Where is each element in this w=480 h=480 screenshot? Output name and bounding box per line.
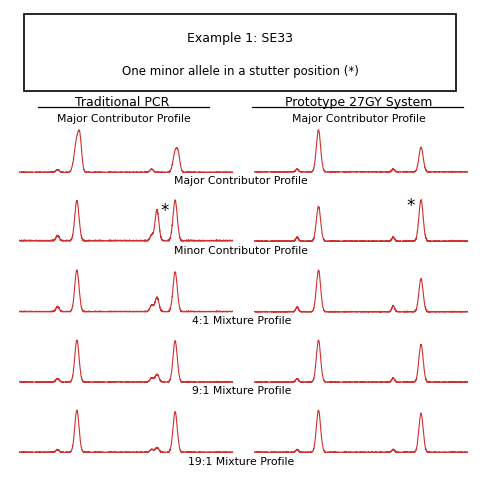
- Text: 19:1 Mixture Profile: 19:1 Mixture Profile: [188, 456, 294, 467]
- Text: Minor Contributor Profile: Minor Contributor Profile: [174, 246, 308, 256]
- Text: Example 1: SE33: Example 1: SE33: [187, 33, 293, 46]
- Text: Prototype 27GY System: Prototype 27GY System: [285, 96, 433, 109]
- Text: Major Contributor Profile: Major Contributor Profile: [57, 114, 191, 124]
- Text: Major Contributor Profile: Major Contributor Profile: [292, 114, 426, 124]
- Text: 9:1 Mixture Profile: 9:1 Mixture Profile: [192, 386, 291, 396]
- FancyBboxPatch shape: [24, 14, 456, 91]
- Text: Major Contributor Profile: Major Contributor Profile: [174, 176, 308, 186]
- Text: One minor allele in a stutter position (*): One minor allele in a stutter position (…: [121, 65, 359, 79]
- Text: 4:1 Mixture Profile: 4:1 Mixture Profile: [192, 316, 291, 326]
- Text: Traditional PCR: Traditional PCR: [75, 96, 169, 109]
- Text: *: *: [406, 197, 415, 216]
- Text: *: *: [160, 202, 168, 220]
